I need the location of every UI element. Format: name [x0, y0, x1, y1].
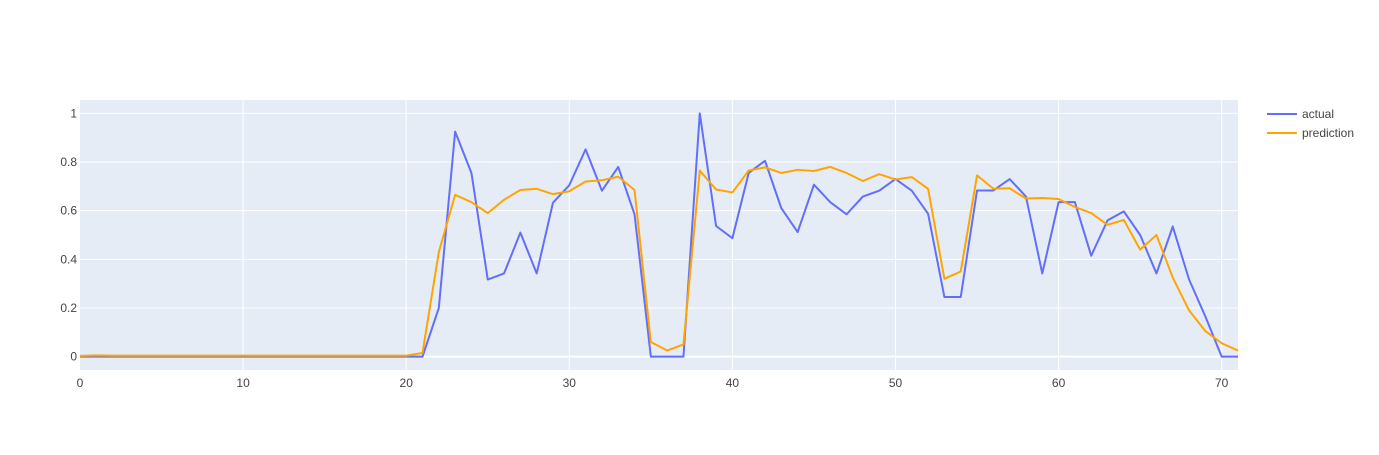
- legend-label: actual: [1302, 107, 1334, 121]
- series-layer: [79, 112, 1239, 358]
- axis-layer: 0 10 20 30 40 50 60 70 0 0.2 0.4 0.6 0.8 1: [60, 106, 1228, 390]
- legend[interactable]: actual prediction: [1267, 107, 1354, 140]
- x-tick-label: 20: [400, 376, 414, 390]
- legend-item-actual[interactable]: actual: [1267, 107, 1334, 121]
- x-tick-label: 50: [889, 376, 903, 390]
- y-tick-label: 0.4: [60, 252, 77, 266]
- x-tick-label: 0: [77, 376, 84, 390]
- x-tick-label: 70: [1215, 376, 1229, 390]
- x-tick-label: 40: [726, 376, 740, 390]
- legend-item-prediction[interactable]: prediction: [1267, 126, 1354, 140]
- x-tick-label: 30: [563, 376, 577, 390]
- x-tick-label: 10: [236, 376, 250, 390]
- x-tick-label: 60: [1052, 376, 1066, 390]
- y-tick-label: 0.6: [60, 204, 77, 218]
- plot-background: [80, 100, 1238, 370]
- y-tick-label: 1: [70, 106, 77, 120]
- legend-label: prediction: [1302, 126, 1354, 140]
- y-tick-label: 0.8: [60, 155, 77, 169]
- y-tick-label: 0: [70, 350, 77, 364]
- y-tick-label: 0.2: [60, 301, 77, 315]
- series-line-prediction: [79, 165, 1239, 357]
